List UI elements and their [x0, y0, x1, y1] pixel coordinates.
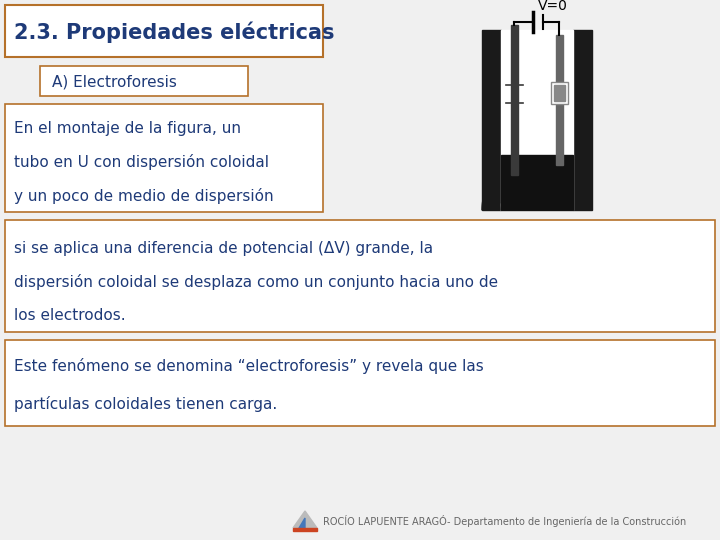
Text: partículas coloidales tienen carga.: partículas coloidales tienen carga.	[14, 396, 277, 412]
Bar	[482, 30, 501, 210]
Text: 2.3. Propiedades eléctricas: 2.3. Propiedades eléctricas	[14, 21, 335, 43]
Text: ROCÍO LAPUENTE ARAGÓ- Departamento de Ingeniería de la Construcción: ROCÍO LAPUENTE ARAGÓ- Departamento de In…	[323, 515, 686, 527]
Bar	[551, 82, 568, 104]
Polygon shape	[293, 511, 317, 528]
Polygon shape	[501, 174, 573, 210]
Text: A) Electroforesis: A) Electroforesis	[52, 75, 177, 90]
Text: si se aplica una diferencia de potencial (ΔV) grande, la: si se aplica una diferencia de potencial…	[14, 240, 433, 255]
Bar	[5, 5, 323, 57]
Bar	[5, 104, 323, 212]
Bar	[501, 155, 573, 210]
Polygon shape	[501, 174, 573, 210]
Text: V=0: V=0	[538, 0, 568, 13]
Text: dispersión coloidal se desplaza como un conjunto hacia uno de: dispersión coloidal se desplaza como un …	[14, 274, 498, 290]
Text: Este fenómeno se denomina “electroforesis” y revela que las: Este fenómeno se denomina “electroforesi…	[14, 358, 484, 374]
Bar	[40, 66, 248, 96]
Polygon shape	[293, 528, 317, 531]
Text: y un poco de medio de dispersión: y un poco de medio de dispersión	[14, 188, 274, 204]
Bar	[511, 25, 518, 175]
Polygon shape	[482, 155, 592, 210]
Bar	[554, 85, 565, 101]
Text: En el montaje de la figura, un: En el montaje de la figura, un	[14, 120, 241, 136]
Bar	[5, 220, 715, 332]
Bar	[501, 30, 573, 210]
Bar	[573, 30, 592, 210]
Text: los electrodos.: los electrodos.	[14, 308, 125, 323]
Bar	[5, 340, 715, 426]
Polygon shape	[299, 518, 305, 528]
Text: tubo en U con dispersión coloidal: tubo en U con dispersión coloidal	[14, 154, 269, 170]
Bar	[556, 35, 563, 165]
